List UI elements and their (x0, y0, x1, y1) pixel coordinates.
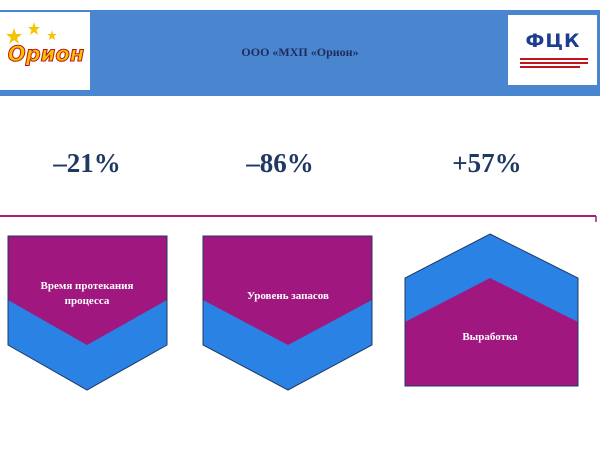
chevron-fill (8, 236, 167, 345)
chevron-outline (202, 235, 373, 391)
metric-value: +57% (452, 148, 522, 178)
metric-value: –86% (246, 148, 314, 178)
right-logo-box (508, 15, 597, 85)
metric-label: Уровень запасов (247, 290, 329, 302)
metric-label: Выработка (462, 331, 518, 343)
chevron-outline (404, 233, 579, 387)
metric-value: –21% (53, 148, 121, 178)
header-title: ООО «МХП «Орион» (241, 45, 359, 59)
metric-label: Время протекания процесса (40, 280, 134, 307)
chevron-fill (405, 278, 578, 386)
chevron-outline (7, 235, 168, 391)
left-logo: Орион (7, 42, 85, 67)
left-logo-box (0, 12, 90, 90)
right-logo: ФЦК (525, 30, 581, 52)
header-band (0, 10, 600, 96)
logo-bars (520, 58, 588, 68)
logo-stars (6, 22, 57, 44)
chevron-fill (203, 236, 372, 345)
